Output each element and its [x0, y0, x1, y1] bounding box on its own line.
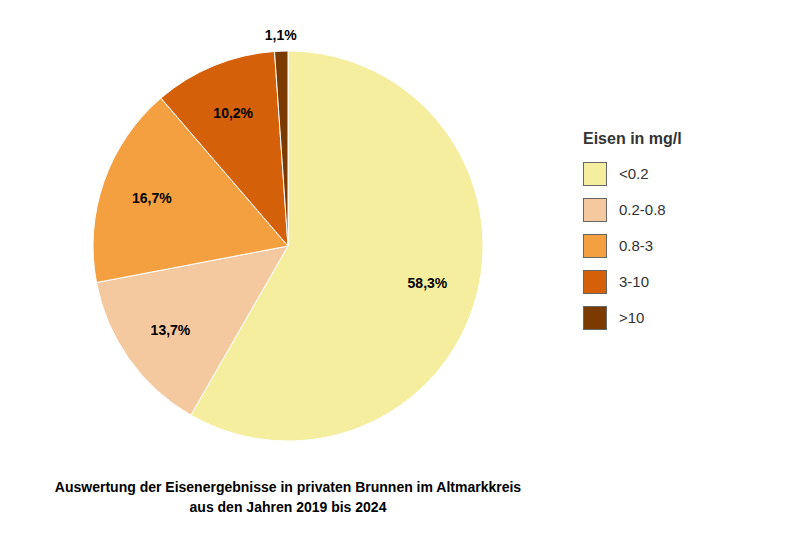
- html-text:>10: >10: [619, 309, 645, 326]
- html-text:0.8-3: 0.8-3: [619, 237, 654, 254]
- html-text:Eisen in mg/l: Eisen in mg/l: [583, 129, 682, 147]
- html-text:aus den Jahren 2019 bis 2024: aus den Jahren 2019 bis 2024: [189, 499, 387, 515]
- svg-text:58,3%: 58,3%: [408, 275, 448, 291]
- svg-text:16,7%: 16,7%: [132, 190, 172, 206]
- html-text:3-10: 3-10: [619, 273, 649, 290]
- html-text:Auswertung der Eisenergebnisse: Auswertung der Eisenergebnisse in privat…: [54, 479, 522, 495]
- svg-text:1,1%: 1,1%: [265, 27, 297, 43]
- svg-text:10,2%: 10,2%: [213, 105, 253, 121]
- html-text:0.2-0.8: 0.2-0.8: [619, 201, 666, 218]
- svg-text:13,7%: 13,7%: [151, 322, 191, 338]
- html-text:<0.2: <0.2: [619, 165, 649, 182]
